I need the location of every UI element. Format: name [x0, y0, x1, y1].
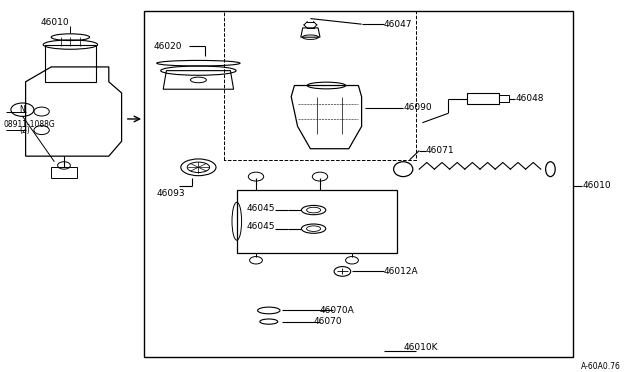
Text: 46047: 46047: [384, 20, 413, 29]
Text: 08911-1088G: 08911-1088G: [3, 120, 55, 129]
Text: 46012A: 46012A: [384, 267, 419, 276]
Text: 46093: 46093: [157, 189, 186, 198]
Text: 46071: 46071: [426, 146, 454, 155]
Bar: [237, 190, 397, 253]
Text: 46048: 46048: [515, 94, 544, 103]
Text: 46090: 46090: [403, 103, 432, 112]
Text: 46010K: 46010K: [403, 343, 438, 352]
Text: 46070: 46070: [314, 317, 342, 326]
Bar: [467, 93, 499, 104]
Text: A-60A0.76: A-60A0.76: [581, 362, 621, 371]
Text: 46020: 46020: [154, 42, 182, 51]
Text: 46010: 46010: [582, 182, 611, 190]
Text: 46010: 46010: [40, 18, 68, 27]
Text: N: N: [20, 105, 25, 114]
Bar: [499, 95, 509, 102]
Text: 46045: 46045: [246, 222, 275, 231]
Text: (2): (2): [19, 126, 30, 135]
Bar: [144, 11, 573, 357]
Text: 46045: 46045: [246, 204, 275, 213]
Text: 46070A: 46070A: [320, 306, 355, 315]
